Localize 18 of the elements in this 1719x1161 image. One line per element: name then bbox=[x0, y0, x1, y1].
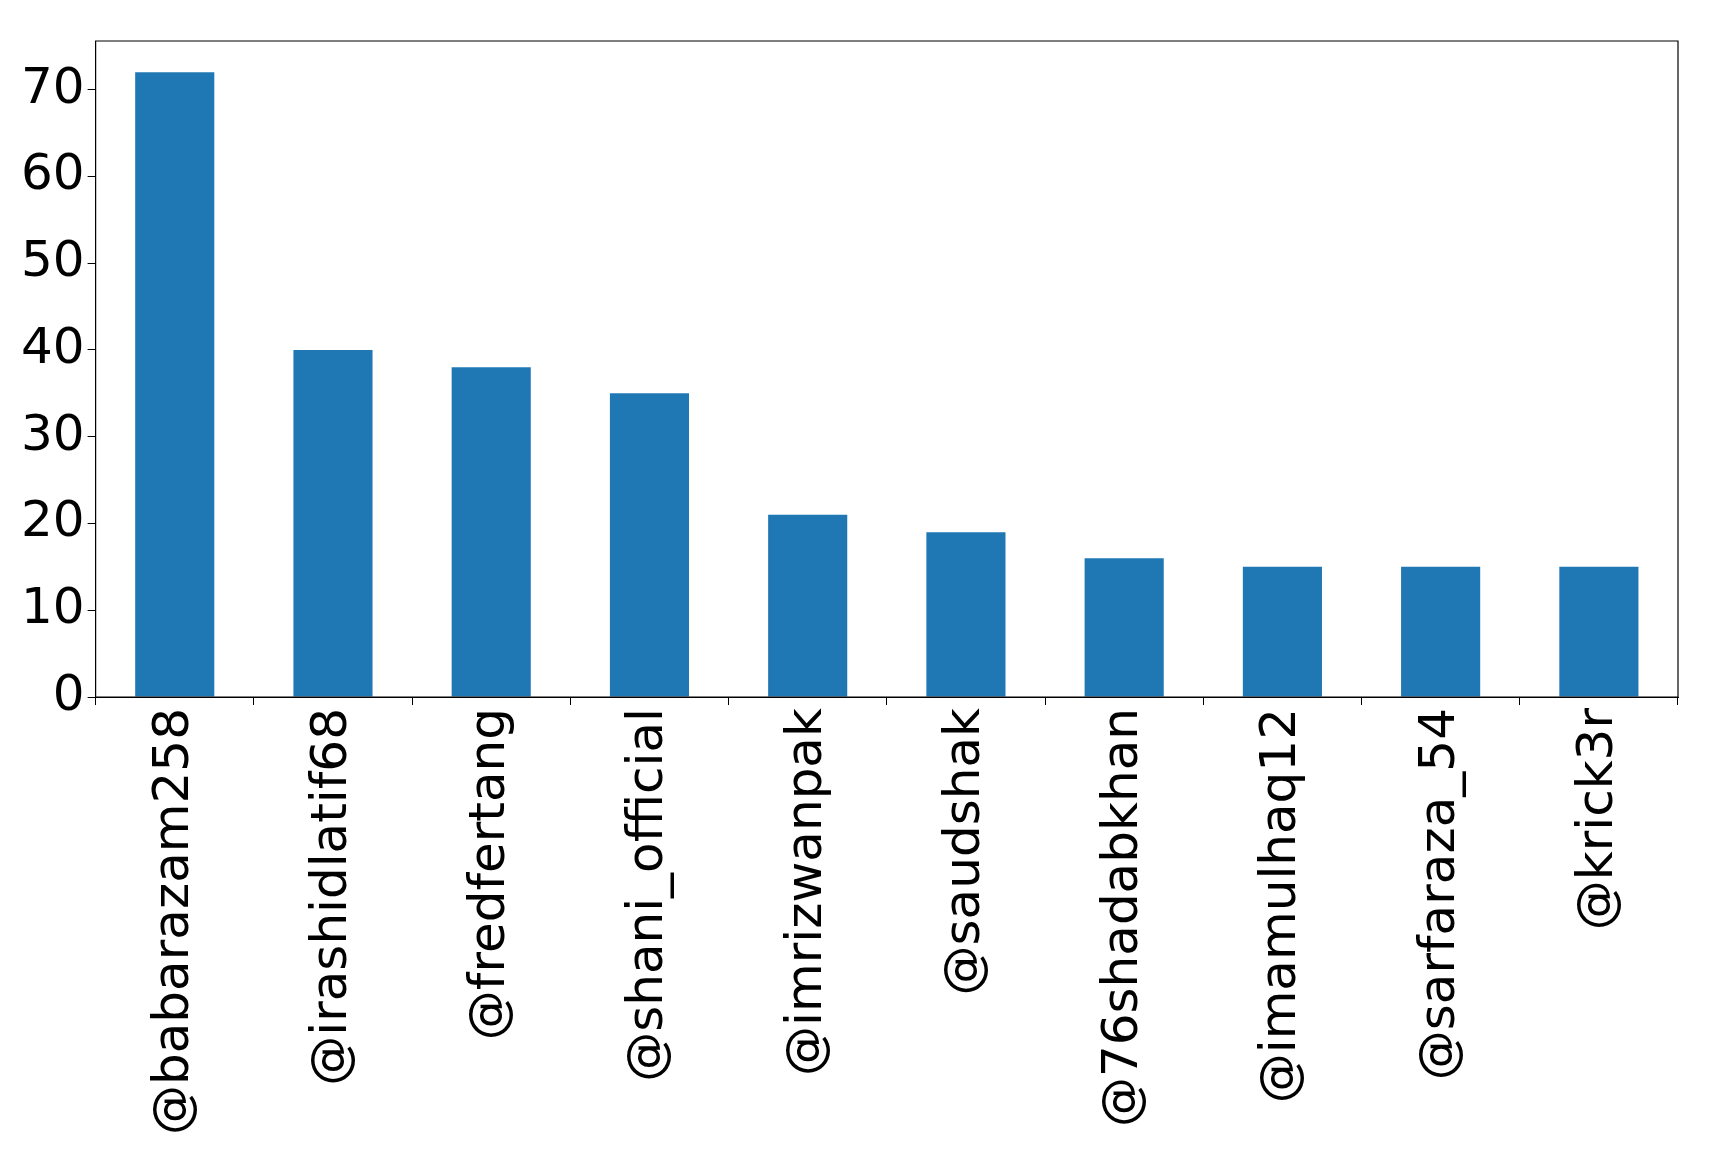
x-tick-label: @shani_official bbox=[616, 708, 675, 1082]
x-tick-label: @saudshak bbox=[932, 707, 991, 996]
x-tick-label: @fredfertang bbox=[458, 708, 517, 1041]
x-tick-label: @imamulhaq12 bbox=[1249, 708, 1308, 1104]
x-tick-label: @sarfaraza_54 bbox=[1407, 708, 1466, 1081]
y-tick-label: 0 bbox=[52, 664, 85, 723]
y-tick-label: 30 bbox=[21, 403, 85, 462]
x-tick-label: @babarazam258 bbox=[141, 708, 200, 1136]
y-tick-label: 10 bbox=[21, 577, 85, 636]
x-tick-label: @imrizwanpak bbox=[774, 707, 833, 1076]
y-tick-label: 20 bbox=[21, 490, 85, 549]
x-tick-label: @irashidlatif68 bbox=[299, 708, 358, 1086]
y-tick-label: 50 bbox=[21, 230, 85, 289]
y-tick-label: 40 bbox=[21, 316, 85, 375]
y-tick-label: 70 bbox=[21, 56, 85, 115]
x-tick-label: @76shadabkhan bbox=[1091, 708, 1150, 1128]
y-tick-label: 60 bbox=[21, 143, 85, 202]
x-tick-label: @krick3r bbox=[1565, 707, 1624, 931]
